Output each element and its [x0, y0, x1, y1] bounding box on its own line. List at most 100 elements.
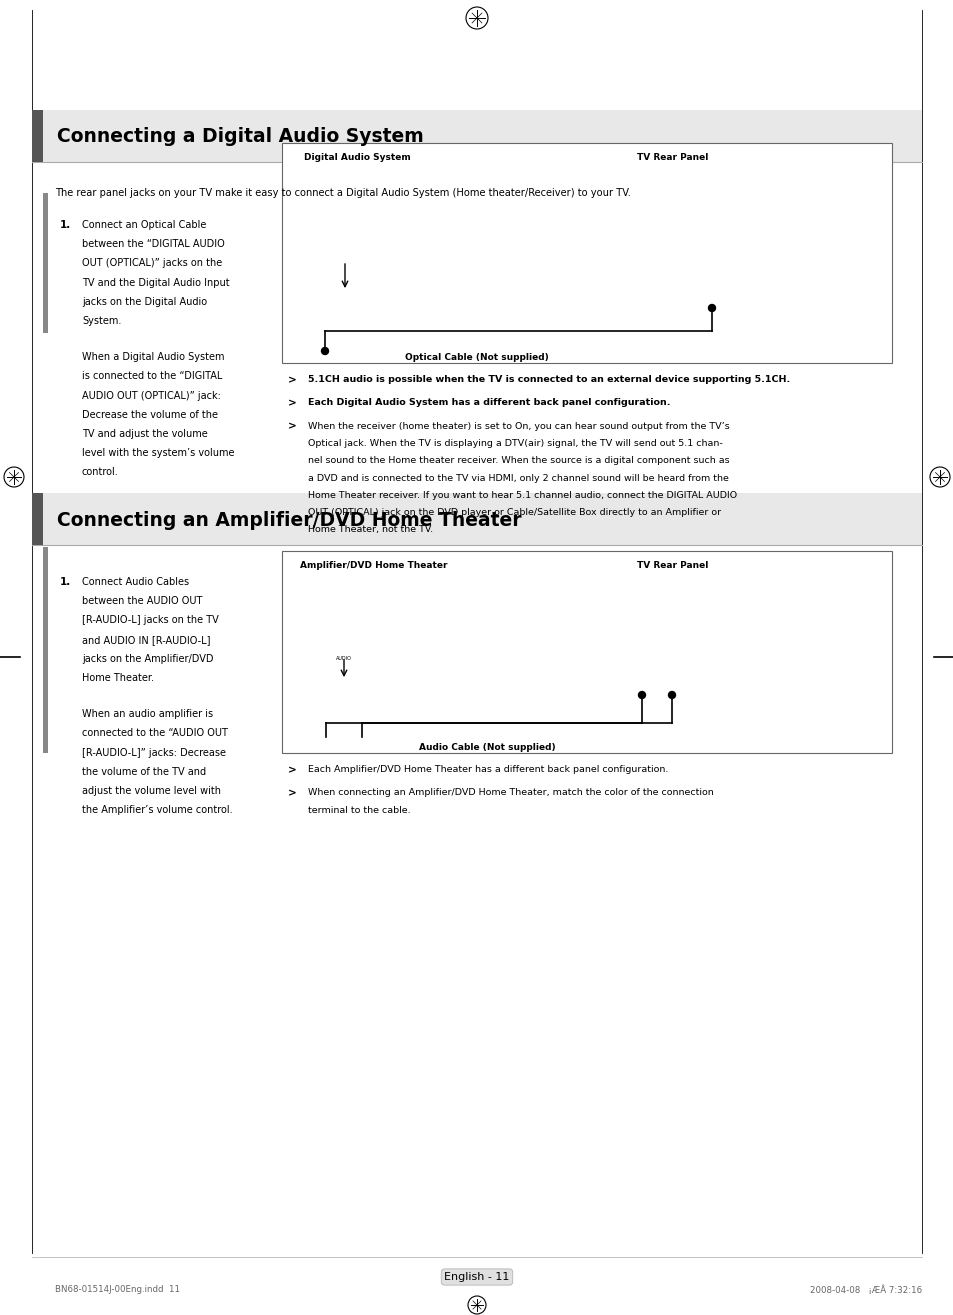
Text: OUT (OPTICAL) jack on the DVD player or Cable/Satellite Box directly to an Ampli: OUT (OPTICAL) jack on the DVD player or … — [308, 508, 720, 517]
Circle shape — [698, 302, 713, 318]
Circle shape — [811, 302, 827, 318]
Circle shape — [366, 227, 384, 245]
Circle shape — [769, 172, 785, 188]
Circle shape — [773, 302, 789, 318]
Circle shape — [742, 697, 759, 713]
Text: Amplifier/DVD Home Theater: Amplifier/DVD Home Theater — [299, 562, 447, 569]
Text: English - 11: English - 11 — [444, 1272, 509, 1282]
Bar — [282, 143, 891, 363]
Bar — [599, 158, 867, 330]
Bar — [294, 296, 395, 351]
Text: jacks on the Digital Audio: jacks on the Digital Audio — [82, 297, 207, 306]
Text: [R-AUDIO-L] jacks on the TV: [R-AUDIO-L] jacks on the TV — [82, 615, 218, 626]
Text: When a Digital Audio System: When a Digital Audio System — [82, 352, 224, 362]
Bar — [651, 615, 836, 673]
Circle shape — [708, 305, 715, 312]
Bar — [606, 201, 639, 224]
Text: >: > — [288, 398, 296, 408]
Text: Digital Audio System: Digital Audio System — [304, 153, 411, 162]
Text: OUT (OPTICAL)” jacks on the: OUT (OPTICAL)” jacks on the — [82, 259, 222, 268]
Circle shape — [379, 593, 392, 605]
Circle shape — [606, 658, 628, 679]
Bar — [298, 156, 387, 209]
Text: >: > — [288, 788, 296, 798]
Text: Each Amplifier/DVD Home Theater has a different back panel configuration.: Each Amplifier/DVD Home Theater has a di… — [308, 765, 668, 775]
Bar — [606, 234, 639, 256]
Text: nel sound to the Home theater receiver. When the source is a digital component s: nel sound to the Home theater receiver. … — [308, 456, 729, 466]
Bar — [32, 493, 43, 544]
Circle shape — [700, 697, 717, 713]
Circle shape — [320, 707, 331, 717]
Text: Each Digital Audio System has a different back panel configuration.: Each Digital Audio System has a differen… — [308, 398, 670, 408]
Text: [R-AUDIO-L]” jacks: Decrease: [R-AUDIO-L]” jacks: Decrease — [82, 748, 226, 757]
Text: AUDIO OUT (OPTICAL)” jack:: AUDIO OUT (OPTICAL)” jack: — [82, 391, 221, 401]
Text: 1.: 1. — [60, 577, 71, 586]
Circle shape — [314, 701, 336, 723]
Circle shape — [331, 305, 343, 317]
Circle shape — [354, 629, 374, 650]
Circle shape — [666, 577, 682, 593]
Circle shape — [699, 241, 717, 259]
Bar — [320, 166, 365, 201]
Circle shape — [735, 302, 751, 318]
Text: TV and the Digital Audio Input: TV and the Digital Audio Input — [82, 277, 230, 288]
Circle shape — [774, 241, 792, 259]
Circle shape — [328, 317, 346, 335]
Bar — [651, 220, 836, 277]
Text: Connecting a Digital Audio System: Connecting a Digital Audio System — [57, 128, 423, 146]
Text: When the receiver (home theater) is set to On, you can hear sound output from th: When the receiver (home theater) is set … — [308, 422, 729, 430]
Circle shape — [659, 302, 676, 318]
Text: The rear panel jacks on your TV make it easy to connect a Digital Audio System (: The rear panel jacks on your TV make it … — [55, 188, 630, 199]
Text: When an audio amplifier is: When an audio amplifier is — [82, 709, 213, 719]
Text: Connect Audio Cables: Connect Audio Cables — [82, 577, 189, 586]
Text: Optical Cable (Not supplied): Optical Cable (Not supplied) — [405, 352, 548, 362]
Text: control.: control. — [82, 467, 118, 477]
Text: TV Rear Panel: TV Rear Panel — [637, 562, 708, 569]
Text: When connecting an Amplifier/DVD Home Theater, match the color of the connection: When connecting an Amplifier/DVD Home Th… — [308, 788, 713, 797]
Text: between the AUDIO OUT: between the AUDIO OUT — [82, 596, 202, 606]
Text: Connecting an Amplifier/DVD Home Theater: Connecting an Amplifier/DVD Home Theater — [57, 510, 521, 530]
Text: >: > — [288, 375, 296, 385]
Circle shape — [737, 636, 754, 654]
Text: adjust the volume level with: adjust the volume level with — [82, 786, 221, 796]
Bar — [606, 168, 639, 189]
Text: between the “DIGITAL AUDIO: between the “DIGITAL AUDIO — [82, 239, 225, 250]
Text: BN68-01514J-00Eng.indd  11: BN68-01514J-00Eng.indd 11 — [55, 1286, 180, 1294]
Text: the volume of the TV and: the volume of the TV and — [82, 767, 206, 777]
Circle shape — [668, 692, 675, 698]
Text: level with the system’s volume: level with the system’s volume — [82, 448, 234, 458]
Circle shape — [660, 636, 679, 654]
Text: Home Theater.: Home Theater. — [82, 673, 153, 682]
Circle shape — [367, 175, 380, 189]
Bar — [749, 639, 797, 667]
Bar — [306, 226, 329, 251]
Text: TV Rear Panel: TV Rear Panel — [637, 153, 708, 162]
Circle shape — [631, 577, 647, 593]
Bar — [43, 547, 48, 753]
Text: and AUDIO IN [R-AUDIO-L]: and AUDIO IN [R-AUDIO-L] — [82, 635, 211, 644]
Bar — [604, 693, 637, 715]
Circle shape — [321, 347, 328, 355]
Circle shape — [784, 697, 801, 713]
Circle shape — [357, 305, 370, 317]
Text: a DVD and is connected to the TV via HDMI, only 2 channel sound will be heard fr: a DVD and is connected to the TV via HDM… — [308, 473, 728, 483]
Circle shape — [698, 172, 713, 188]
Bar — [599, 565, 867, 725]
Bar — [749, 245, 797, 272]
Text: 5.1CH audio is possible when the TV is connected to an external device supportin: 5.1CH audio is possible when the TV is c… — [308, 375, 789, 384]
Text: Decrease the volume of the: Decrease the volume of the — [82, 410, 218, 419]
Circle shape — [774, 636, 792, 654]
Circle shape — [356, 707, 367, 717]
Bar — [43, 193, 48, 333]
Circle shape — [737, 241, 754, 259]
Bar — [294, 619, 403, 658]
Circle shape — [351, 701, 373, 723]
Text: 1.: 1. — [60, 220, 71, 230]
Text: jacks on the Amplifier/DVD: jacks on the Amplifier/DVD — [82, 654, 213, 664]
Circle shape — [305, 175, 318, 189]
Text: Home Theater, not the TV.: Home Theater, not the TV. — [308, 526, 433, 534]
Bar — [294, 685, 403, 736]
Circle shape — [606, 631, 628, 654]
Text: Home Theater receiver. If you want to hear 5.1 channel audio, connect the DIGITA: Home Theater receiver. If you want to he… — [308, 490, 737, 500]
Text: >: > — [288, 765, 296, 775]
